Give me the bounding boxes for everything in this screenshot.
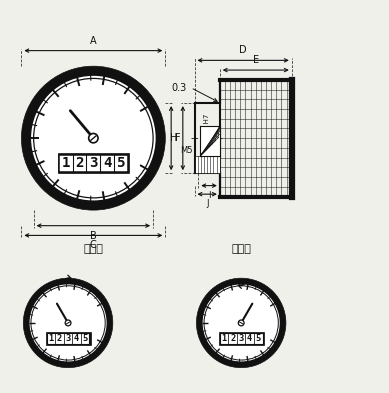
Text: E: E — [253, 55, 259, 65]
Circle shape — [21, 66, 165, 210]
Text: 5: 5 — [82, 334, 88, 343]
Text: 5: 5 — [117, 156, 125, 170]
Text: 4: 4 — [74, 334, 79, 343]
Bar — [219, 332, 264, 345]
Text: 2: 2 — [57, 334, 62, 343]
Text: 1: 1 — [61, 156, 70, 170]
Text: M5: M5 — [180, 146, 193, 155]
Text: 3: 3 — [238, 334, 244, 343]
Text: 3: 3 — [65, 334, 71, 343]
Circle shape — [65, 320, 71, 326]
Bar — [58, 153, 129, 173]
Text: 0.3: 0.3 — [172, 83, 187, 93]
Circle shape — [202, 284, 280, 362]
Text: 逆时针: 逆时针 — [231, 244, 251, 254]
Bar — [220, 333, 263, 344]
Bar — [47, 333, 89, 344]
Bar — [46, 332, 91, 345]
Text: 4: 4 — [103, 156, 111, 170]
Text: 顺时针: 顺时针 — [83, 244, 103, 254]
Text: F: F — [175, 133, 180, 143]
Text: H: H — [170, 133, 178, 143]
Text: J: J — [206, 199, 209, 208]
Text: 2: 2 — [230, 334, 235, 343]
Text: 5: 5 — [256, 334, 261, 343]
Text: D: D — [239, 45, 247, 55]
Circle shape — [196, 278, 286, 368]
Bar — [200, 127, 220, 156]
Text: 4: 4 — [247, 334, 252, 343]
Text: I: I — [208, 191, 210, 200]
Bar — [59, 154, 128, 172]
Circle shape — [30, 75, 157, 202]
Circle shape — [89, 134, 98, 143]
Text: 1: 1 — [48, 334, 54, 343]
Text: 3: 3 — [89, 156, 98, 170]
Circle shape — [23, 278, 113, 368]
Text: C: C — [90, 241, 97, 250]
Text: A: A — [90, 36, 97, 46]
Text: B: B — [90, 231, 97, 241]
Text: Ø10 H7: Ø10 H7 — [204, 113, 210, 140]
Bar — [194, 156, 220, 173]
Circle shape — [29, 284, 107, 362]
Text: 1: 1 — [221, 334, 227, 343]
Circle shape — [238, 320, 244, 326]
Text: 2: 2 — [75, 156, 84, 170]
